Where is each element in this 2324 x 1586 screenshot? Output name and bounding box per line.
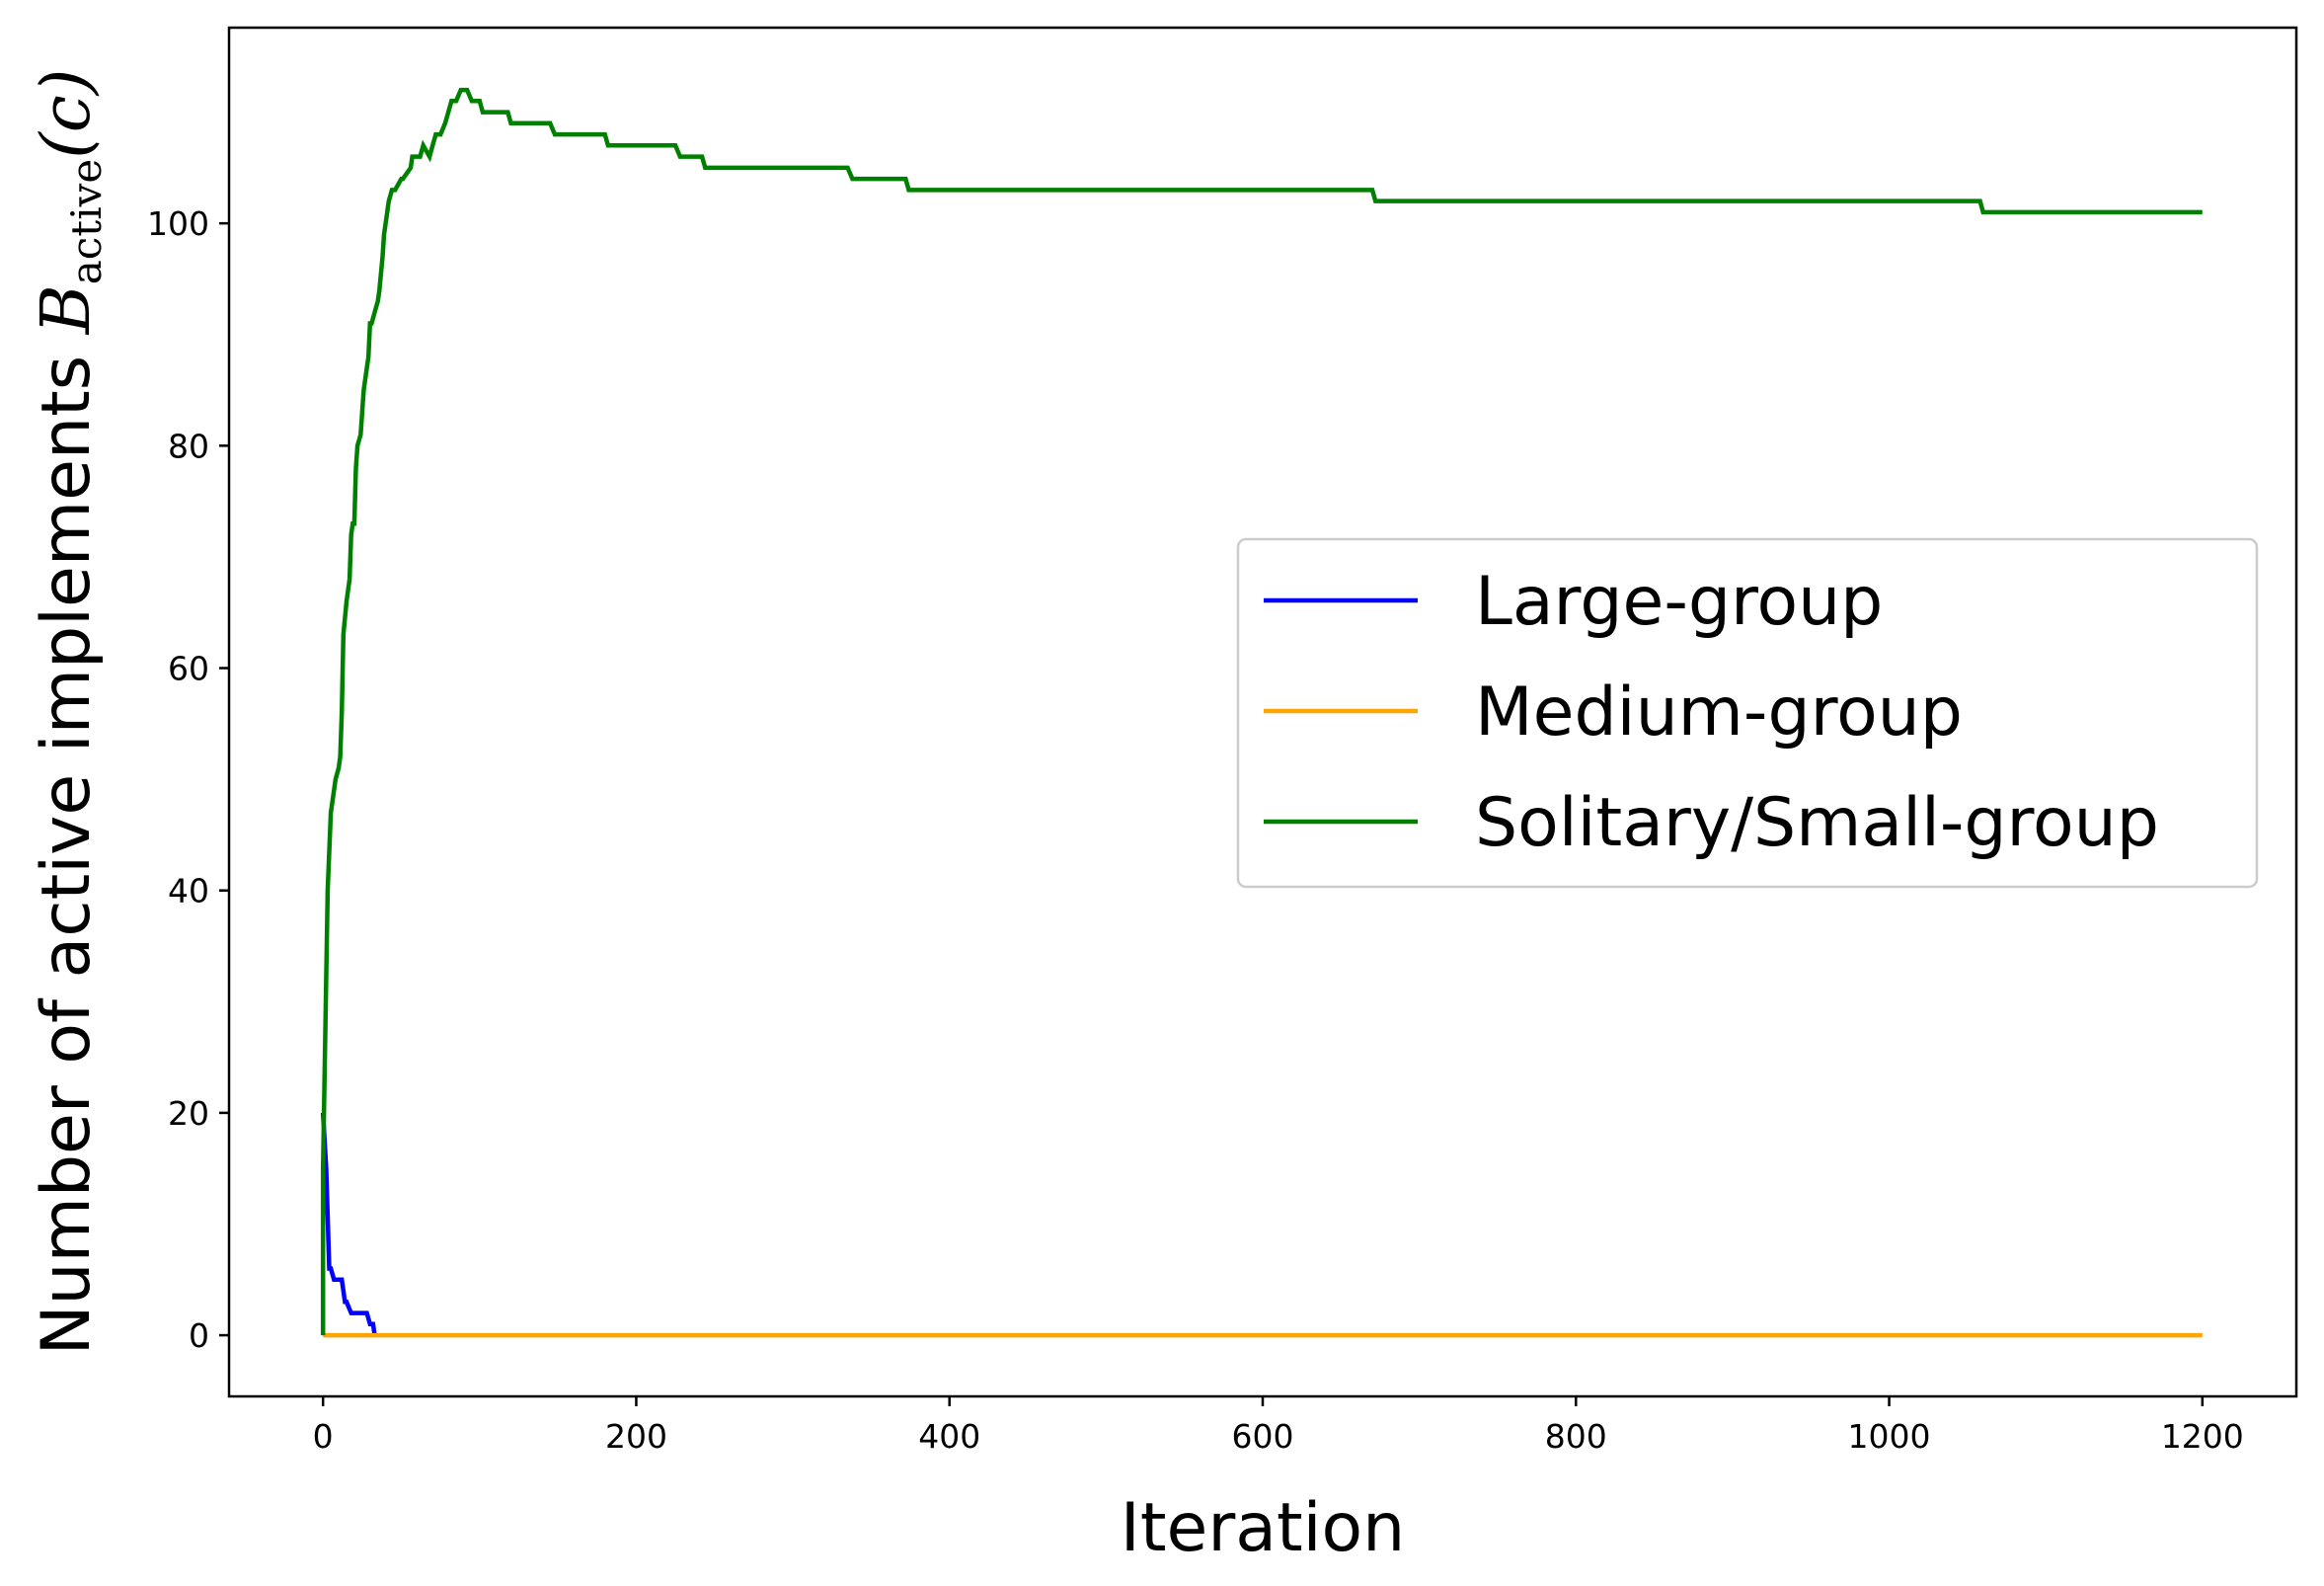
y-tick-label-60: 60 bbox=[168, 650, 209, 688]
y-axis-label-symbol: B bbox=[28, 284, 106, 336]
x-tick-label-1200: 1200 bbox=[2161, 1417, 2244, 1456]
plot-area bbox=[320, 87, 2203, 1338]
x-tick-label-200: 200 bbox=[605, 1417, 667, 1456]
series-line-solitary-small-group bbox=[320, 87, 2203, 1336]
y-axis-label-text: Number of active implements bbox=[28, 334, 106, 1355]
y-tick-label-40: 40 bbox=[168, 872, 209, 911]
y-axis-label-argument: (c) bbox=[28, 69, 106, 159]
y-tick-label-0: 0 bbox=[189, 1316, 209, 1355]
x-tick-label-800: 800 bbox=[1545, 1417, 1607, 1456]
x-tick-label-400: 400 bbox=[918, 1417, 980, 1456]
y-tick-label-80: 80 bbox=[168, 427, 209, 465]
legend: Large-group Medium-group Solitary/Small-… bbox=[1236, 537, 2259, 889]
x-axis-label: Iteration bbox=[1121, 1489, 1405, 1567]
y-tick-label-100: 100 bbox=[147, 204, 209, 243]
x-tick-label-1000: 1000 bbox=[1848, 1417, 1931, 1456]
y-axis-label: Number of active implements Bactive(c) bbox=[28, 69, 111, 1356]
axis-ticks: 0 200 400 600 800 1000 1200 0 20 40 60 80 100 bbox=[147, 204, 2244, 1456]
legend-box bbox=[1236, 537, 2259, 889]
legend-label-medium-group: Medium-group bbox=[1475, 674, 1963, 752]
legend-label-large-group: Large-group bbox=[1475, 563, 1883, 641]
legend-label-solitary-small-group: Solitary/Small-group bbox=[1475, 784, 2159, 862]
y-axis-label-subscript: active bbox=[62, 159, 111, 284]
x-tick-label-600: 600 bbox=[1232, 1417, 1294, 1456]
x-tick-label-0: 0 bbox=[313, 1417, 334, 1456]
series-line-large-group bbox=[320, 1112, 377, 1336]
y-tick-label-20: 20 bbox=[168, 1094, 209, 1133]
